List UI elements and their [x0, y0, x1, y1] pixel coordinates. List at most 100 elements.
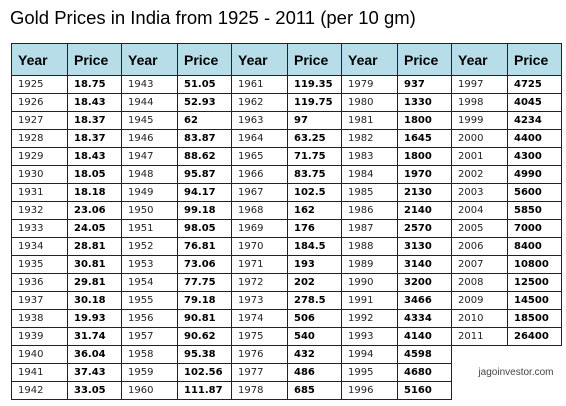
year-cell: 2010	[451, 309, 508, 328]
price-cell: 4140	[397, 327, 452, 346]
table-body: 1925 18.75 1943 51.05 1961 119.35 1979 937 1997 4…	[11, 75, 562, 400]
header-price: Price	[177, 43, 232, 76]
price-cell: 10800	[507, 255, 562, 274]
price-cell: 102.56	[177, 363, 232, 382]
year-cell: 1982	[341, 129, 398, 148]
year-cell: 1970	[231, 237, 288, 256]
year-cell: 1996	[341, 381, 398, 400]
year-cell: 1951	[121, 219, 178, 238]
table-row: 1935 30.81 1953 73.06 1971 193 1989 3140 2007 108…	[11, 255, 562, 274]
price-cell: 18.75	[67, 75, 122, 94]
price-cell: 119.75	[287, 93, 342, 112]
price-cell: 4400	[507, 129, 562, 148]
year-cell: 1986	[341, 201, 398, 220]
table-row: 1932 23.06 1950 99.18 1968 162 1986 2140 2004 585…	[11, 201, 562, 220]
price-cell: 119.35	[287, 75, 342, 94]
price-cell: 184.5	[287, 237, 342, 256]
price-cell: 88.62	[177, 147, 232, 166]
year-cell: 2007	[451, 255, 508, 274]
price-cell: 62	[177, 111, 232, 130]
price-cell: 506	[287, 309, 342, 328]
page-title: Gold Prices in India from 1925 - 2011 (p…	[10, 7, 416, 28]
price-cell: 4045	[507, 93, 562, 112]
price-cell: 30.18	[67, 291, 122, 310]
table-row: 1925 18.75 1943 51.05 1961 119.35 1979 937 1997 4…	[11, 75, 562, 94]
price-cell: 432	[287, 345, 342, 364]
table-row: 1928 18.37 1946 83.87 1964 63.25 1982 1645 2000 4…	[11, 129, 562, 148]
year-cell: 1925	[11, 75, 68, 94]
header-year: Year	[451, 43, 508, 76]
price-cell: 1645	[397, 129, 452, 148]
price-cell: 95.38	[177, 345, 232, 364]
year-cell: 1963	[231, 111, 288, 130]
price-cell: 26400	[507, 327, 562, 346]
price-cell: 90.81	[177, 309, 232, 328]
year-cell: 1972	[231, 273, 288, 292]
year-cell: 1995	[341, 363, 398, 382]
year-cell: 1932	[11, 201, 68, 220]
price-cell: 8400	[507, 237, 562, 256]
year-cell: 1946	[121, 129, 178, 148]
year-cell: 1966	[231, 165, 288, 184]
price-cell: 51.05	[177, 75, 232, 94]
year-cell: 1961	[231, 75, 288, 94]
price-cell: 95.87	[177, 165, 232, 184]
year-cell: 1965	[231, 147, 288, 166]
price-cell: 2570	[397, 219, 452, 238]
year-cell: 1989	[341, 255, 398, 274]
year-cell: 1926	[11, 93, 68, 112]
table-row: 1942 33.05 1960 111.87 1978 685 1996 5160	[11, 381, 562, 400]
price-cell: 1970	[397, 165, 452, 184]
year-cell: 2000	[451, 129, 508, 148]
header-price: Price	[507, 43, 562, 76]
year-cell: 1967	[231, 183, 288, 202]
year-cell: 1977	[231, 363, 288, 382]
price-cell: 23.06	[67, 201, 122, 220]
year-cell: 1955	[121, 291, 178, 310]
year-cell: 1949	[121, 183, 178, 202]
year-cell: 1992	[341, 309, 398, 328]
year-cell: 1948	[121, 165, 178, 184]
price-cell: 4598	[397, 345, 452, 364]
year-cell: 1994	[341, 345, 398, 364]
table-row: 1927 18.37 1945 62 1963 97 1981 1800 1999 4234	[11, 111, 562, 130]
header-price: Price	[287, 43, 342, 76]
year-cell: 1937	[11, 291, 68, 310]
year-cell: 1957	[121, 327, 178, 346]
price-cell: 4990	[507, 165, 562, 184]
year-cell: 1927	[11, 111, 68, 130]
year-cell: 2011	[451, 327, 508, 346]
price-cell: 1800	[397, 111, 452, 130]
year-cell: 1998	[451, 93, 508, 112]
price-cell: 4234	[507, 111, 562, 130]
year-cell: 2001	[451, 147, 508, 166]
year-cell: 1991	[341, 291, 398, 310]
price-cell: 18500	[507, 309, 562, 328]
year-cell: 1954	[121, 273, 178, 292]
year-cell: 2004	[451, 201, 508, 220]
price-cell: 18.43	[67, 93, 122, 112]
year-cell: 1987	[341, 219, 398, 238]
price-cell: 28.81	[67, 237, 122, 256]
table-row: 1940 36.04 1958 95.38 1976 432 1994 4598	[11, 345, 562, 364]
header-year: Year	[11, 43, 68, 76]
price-cell: 37.43	[67, 363, 122, 382]
price-cell: 4334	[397, 309, 452, 328]
year-cell: 1968	[231, 201, 288, 220]
table-row: 1930 18.05 1948 95.87 1966 83.75 1984 1970 2002 4…	[11, 165, 562, 184]
year-cell: 1938	[11, 309, 68, 328]
credit-watermark: jagoinvestor.com	[478, 367, 554, 378]
price-cell: 18.05	[67, 165, 122, 184]
price-cell: 1800	[397, 147, 452, 166]
header-year: Year	[341, 43, 398, 76]
table-row: 1936 29.81 1954 77.75 1972 202 1990 3200 2008 125…	[11, 273, 562, 292]
price-cell: 83.87	[177, 129, 232, 148]
year-cell: 1935	[11, 255, 68, 274]
year-cell: 1940	[11, 345, 68, 364]
price-cell: 5850	[507, 201, 562, 220]
price-cell: 3466	[397, 291, 452, 310]
price-cell: 63.25	[287, 129, 342, 148]
year-cell: 1981	[341, 111, 398, 130]
year-cell: 1939	[11, 327, 68, 346]
price-cell: 12500	[507, 273, 562, 292]
